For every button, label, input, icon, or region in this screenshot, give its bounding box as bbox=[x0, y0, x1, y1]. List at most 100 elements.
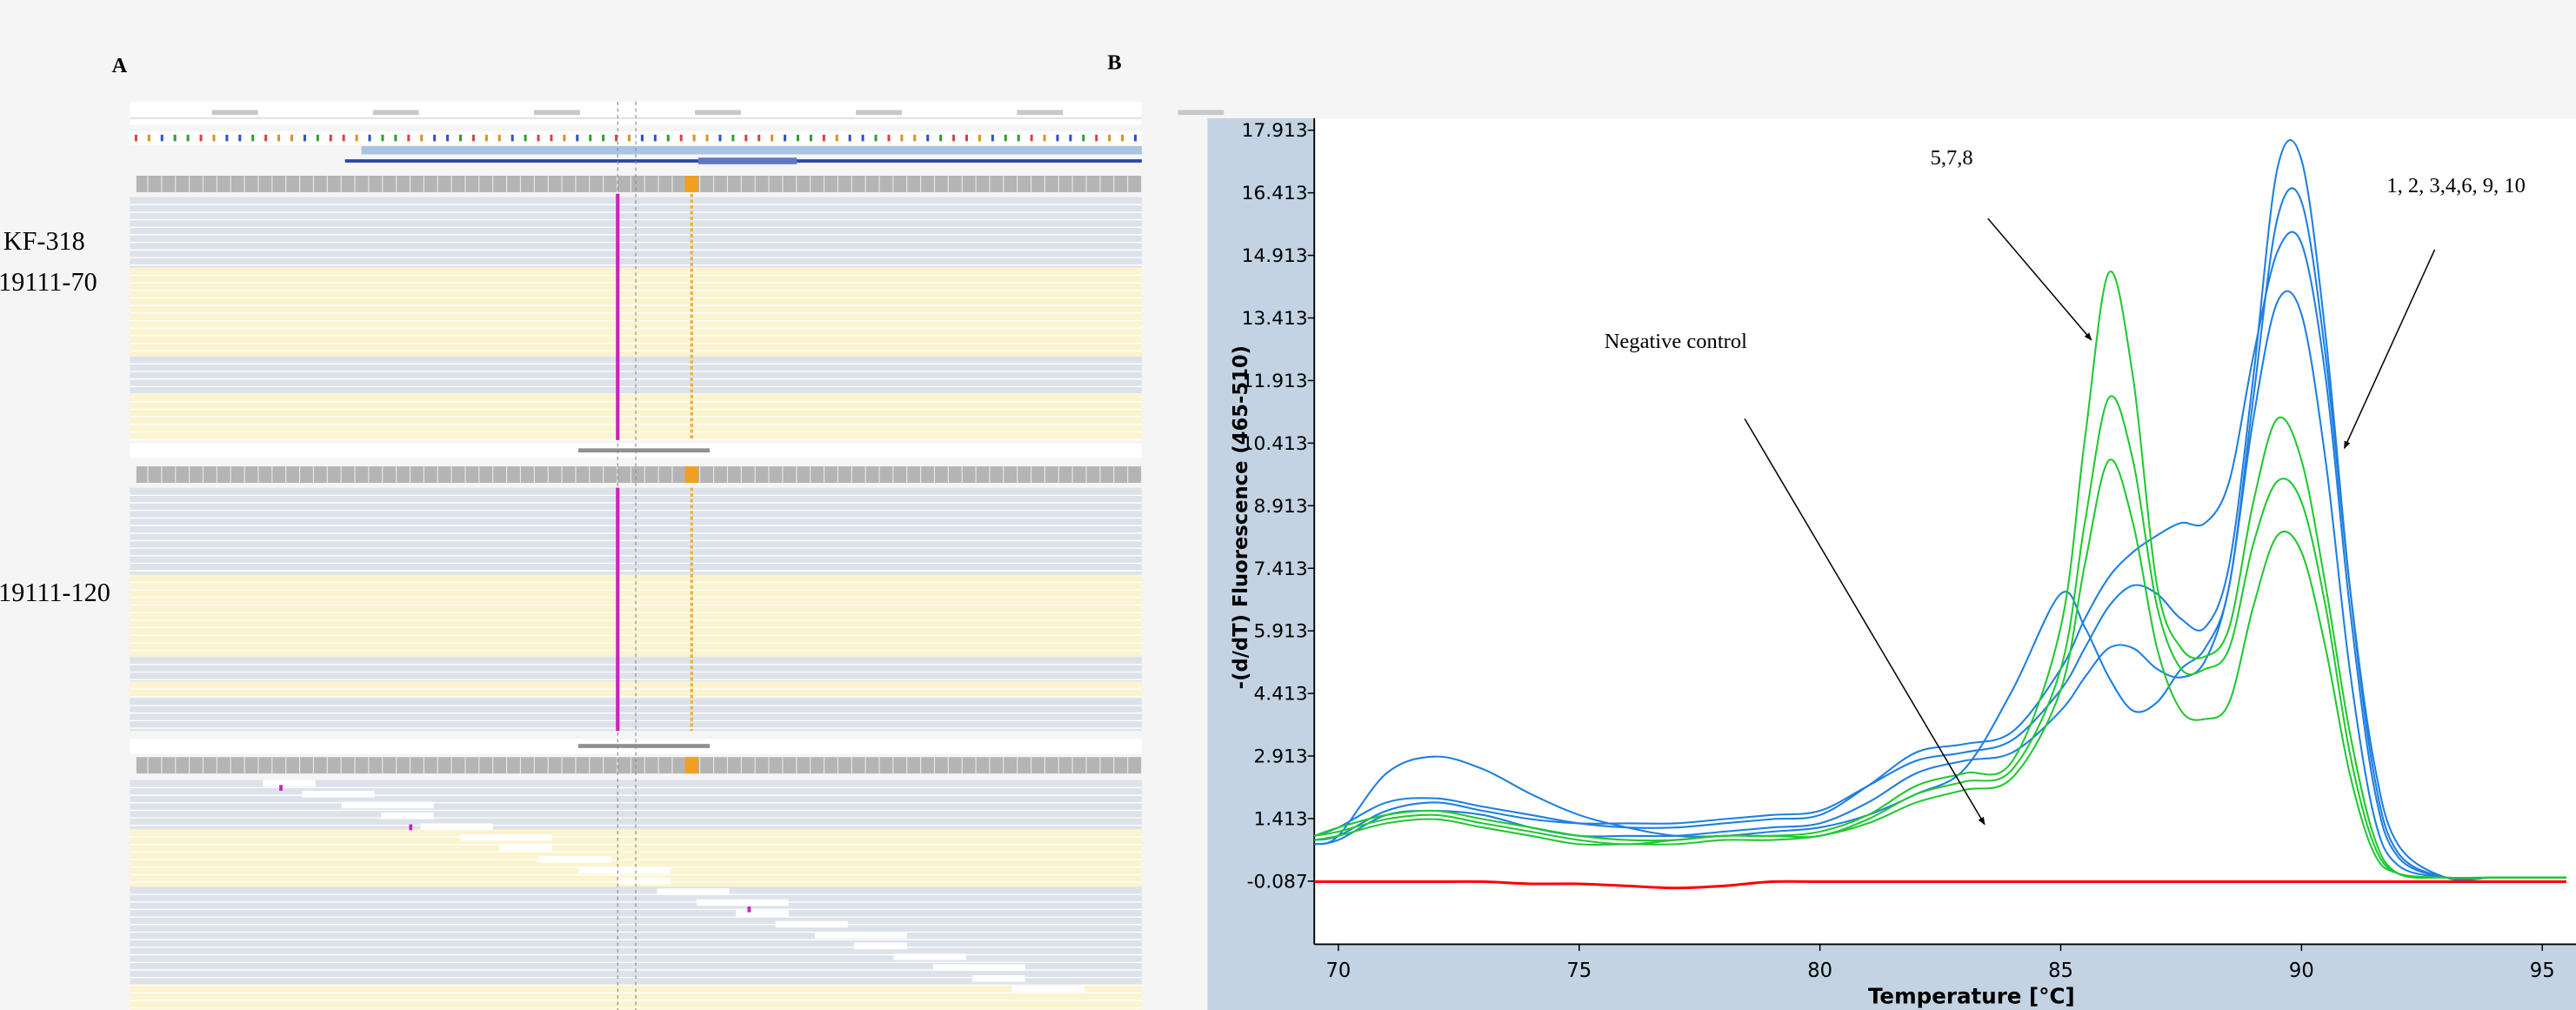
ruler-label bbox=[1178, 110, 1224, 115]
panel-label: A bbox=[111, 54, 127, 77]
base bbox=[304, 135, 306, 142]
coverage-variant bbox=[685, 466, 698, 483]
base bbox=[628, 135, 631, 142]
base bbox=[277, 135, 280, 142]
read-gap bbox=[736, 910, 788, 917]
base bbox=[1082, 135, 1084, 142]
base bbox=[446, 135, 449, 142]
read-gap bbox=[578, 866, 671, 873]
read-gap bbox=[303, 791, 375, 798]
base bbox=[797, 135, 799, 142]
base bbox=[731, 135, 734, 142]
read-gap bbox=[342, 802, 434, 809]
base bbox=[1069, 135, 1071, 142]
base bbox=[991, 135, 994, 142]
sample-label: 19111-120 bbox=[0, 578, 110, 607]
base bbox=[836, 135, 838, 142]
base bbox=[1134, 135, 1137, 142]
base bbox=[862, 135, 864, 142]
read-gap bbox=[697, 900, 789, 906]
read-gap bbox=[972, 975, 1024, 982]
base bbox=[369, 135, 371, 142]
y-tick-label: 16.413 bbox=[1242, 183, 1308, 204]
base bbox=[148, 135, 150, 142]
sample-label: KF-318 bbox=[3, 226, 85, 256]
y-tick-label: 7.413 bbox=[1254, 559, 1308, 580]
ruler-label bbox=[856, 110, 902, 115]
base bbox=[187, 135, 190, 142]
insertion bbox=[748, 906, 751, 913]
coverage-variant bbox=[685, 757, 698, 773]
y-tick-label: 4.413 bbox=[1254, 684, 1308, 706]
base bbox=[225, 135, 228, 142]
read-gap bbox=[776, 921, 848, 928]
x-tick-label: 85 bbox=[2048, 960, 2073, 982]
read-gap bbox=[539, 856, 611, 863]
base bbox=[978, 135, 981, 142]
base bbox=[823, 135, 825, 142]
base bbox=[680, 135, 683, 142]
base bbox=[744, 135, 747, 142]
read-gap bbox=[499, 845, 551, 852]
read-gap bbox=[381, 813, 433, 819]
base bbox=[485, 135, 488, 142]
base bbox=[381, 135, 384, 142]
base bbox=[498, 135, 501, 142]
ruler-label bbox=[212, 110, 258, 115]
read-gap bbox=[1012, 986, 1084, 993]
base bbox=[238, 135, 241, 142]
sample-label: 19111-70 bbox=[0, 267, 97, 297]
read-gap bbox=[421, 824, 493, 831]
track-name bbox=[578, 448, 710, 452]
base bbox=[511, 135, 514, 142]
base bbox=[433, 135, 436, 142]
y-tick-label: 2.913 bbox=[1254, 746, 1308, 768]
x-axis-label: Temperature [°C] bbox=[1868, 983, 2075, 1008]
base bbox=[1018, 135, 1020, 142]
base bbox=[965, 135, 968, 142]
base bbox=[1095, 135, 1098, 142]
x-tick-label: 75 bbox=[1566, 960, 1592, 982]
ruler bbox=[130, 102, 1142, 124]
base bbox=[875, 135, 878, 142]
x-tick-label: 90 bbox=[2289, 960, 2314, 982]
base bbox=[926, 135, 929, 142]
base bbox=[459, 135, 462, 142]
coverage-bar bbox=[137, 466, 1142, 483]
read-gap bbox=[854, 943, 906, 950]
y-tick-label: 17.913 bbox=[1242, 120, 1308, 142]
ruler-label bbox=[373, 110, 419, 115]
base bbox=[1004, 135, 1007, 142]
base bbox=[264, 135, 267, 142]
read-gap bbox=[263, 780, 315, 787]
base bbox=[537, 135, 540, 142]
read-gap bbox=[933, 965, 1025, 972]
base bbox=[394, 135, 397, 142]
base bbox=[200, 135, 203, 142]
y-tick-label: -0.087 bbox=[1247, 871, 1308, 893]
base bbox=[706, 135, 709, 142]
base bbox=[472, 135, 475, 142]
base bbox=[1108, 135, 1111, 142]
panel-a bbox=[130, 102, 1224, 1010]
base bbox=[693, 135, 696, 142]
base bbox=[810, 135, 812, 142]
ruler-label bbox=[695, 110, 741, 115]
y-tick-label: 14.913 bbox=[1242, 245, 1308, 267]
ruler-label bbox=[1017, 110, 1063, 115]
y-tick-label: 5.913 bbox=[1254, 621, 1308, 643]
base bbox=[913, 135, 916, 142]
x-tick-label: 80 bbox=[1807, 960, 1832, 982]
base bbox=[407, 135, 410, 142]
base bbox=[356, 135, 358, 142]
base bbox=[1044, 135, 1046, 142]
base bbox=[939, 135, 942, 142]
insertion bbox=[279, 785, 283, 791]
panel-b: -0.0871.4132.9134.4135.9137.4138.91310.4… bbox=[1207, 118, 2576, 1010]
annotation: Negative control bbox=[1605, 330, 1747, 353]
base bbox=[317, 135, 319, 142]
base bbox=[900, 135, 903, 142]
coverage-bar bbox=[137, 176, 1142, 192]
base bbox=[602, 135, 604, 142]
panel-label: B bbox=[1107, 50, 1121, 74]
